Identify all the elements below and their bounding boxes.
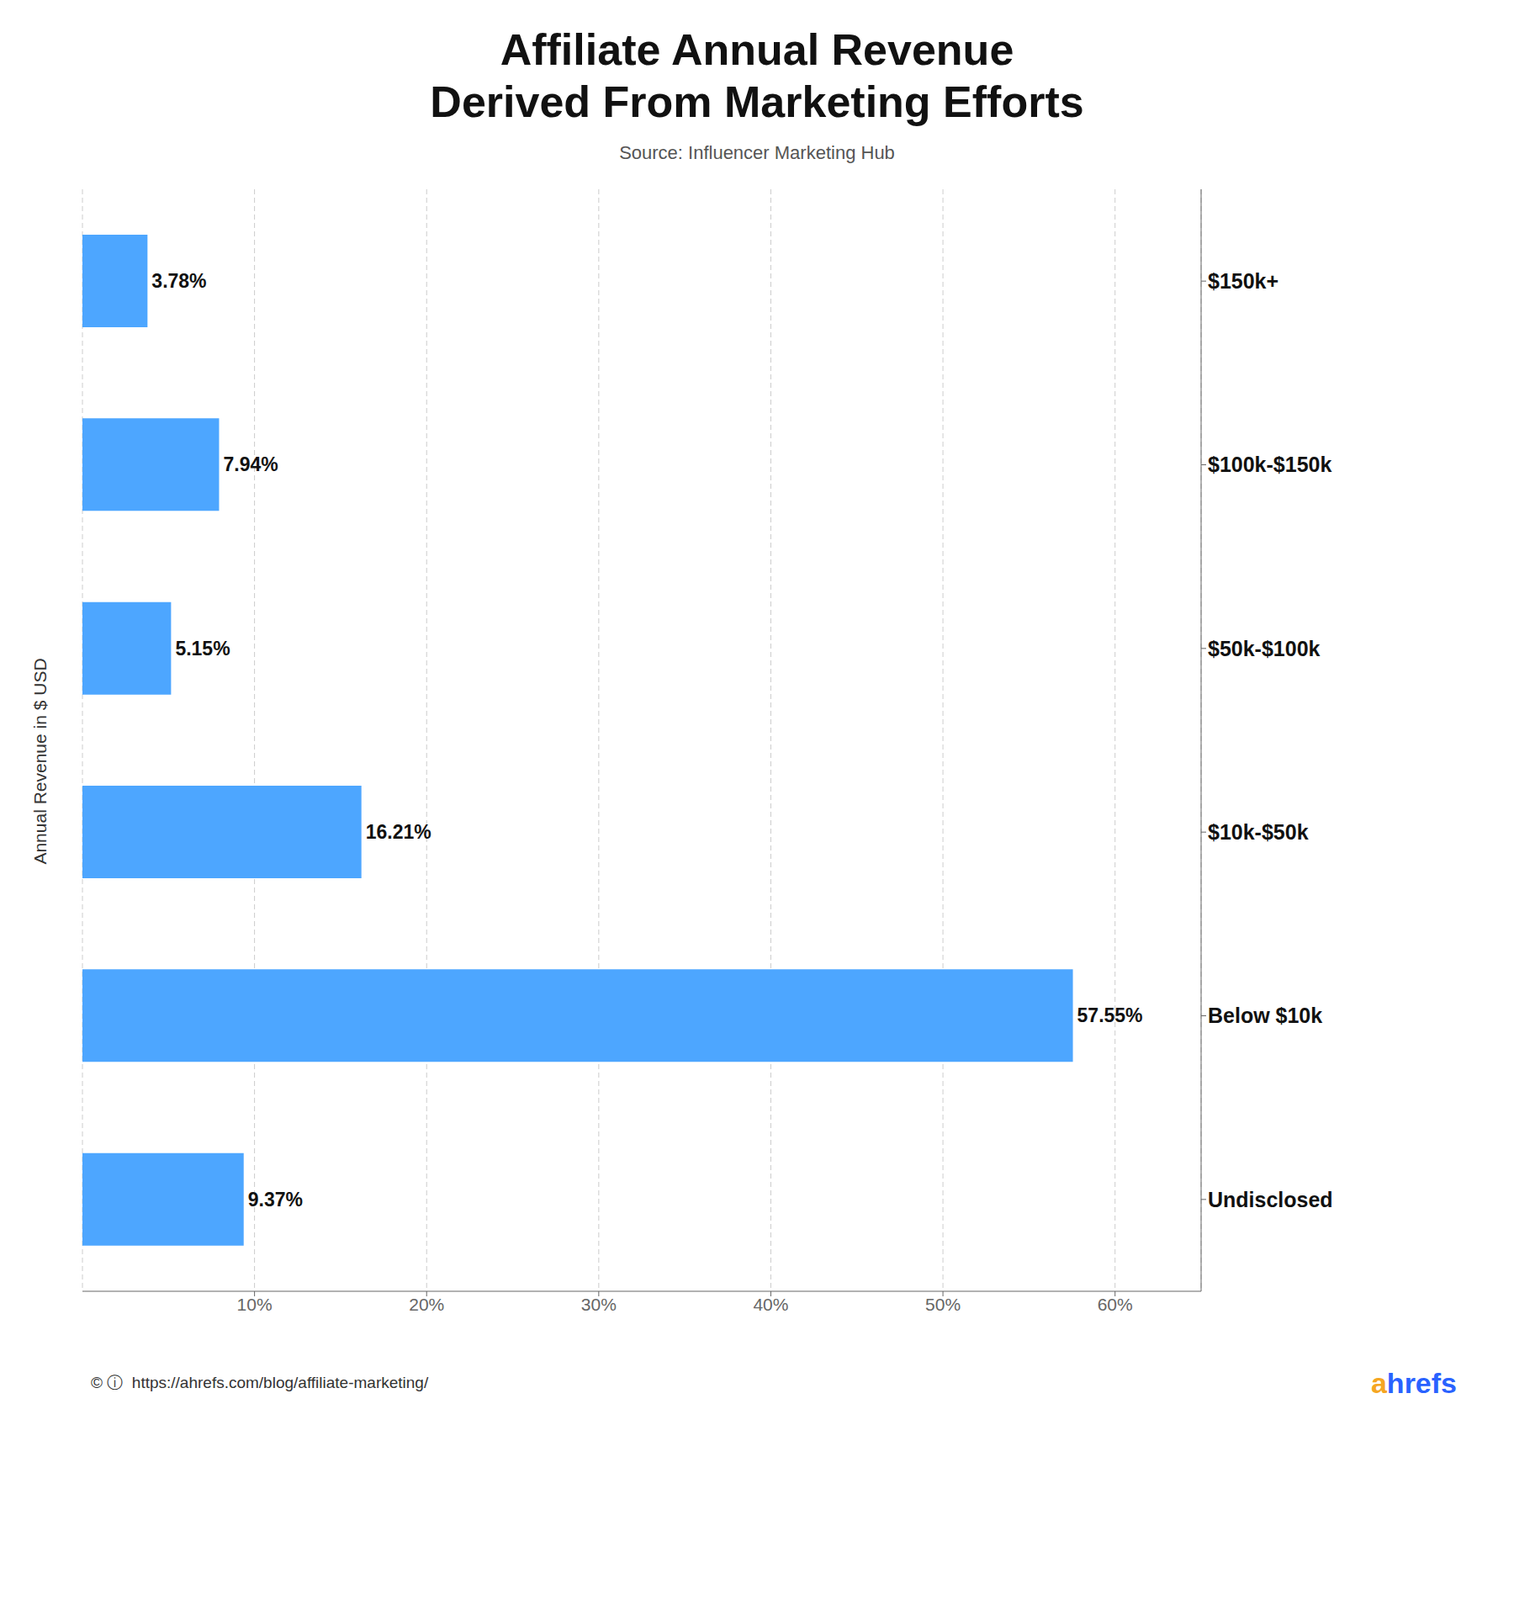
svg-text:$50k-$100k: $50k-$100k [1207,635,1321,660]
html-text:Source: Influencer Marketing H: Source: Influencer Marketing Hub [619,141,895,164]
html-text:Annual Revenue in $ USD: Annual Revenue in $ USD [30,657,50,865]
svg-text:16.21%: 16.21% [365,820,432,843]
html-text:© ⓘ https://ahrefs.com/blog/af: © ⓘ https://ahrefs.com/blog/affiliate-ma… [90,1373,429,1392]
svg-text:60%: 60% [1097,1294,1133,1314]
svg-text:57.55%: 57.55% [1077,1004,1144,1027]
svg-text:$150k+: $150k+ [1207,269,1279,293]
svg-text:40%: 40% [752,1294,789,1314]
html-text:Affiliate Annual Revenue Deriv: Affiliate Annual Revenue Derived From Ma… [430,25,1084,127]
svg-text:$10k-$50k: $10k-$50k [1207,820,1309,844]
svg-text:50%: 50% [925,1294,961,1314]
svg-text:7.94%: 7.94% [222,453,278,476]
svg-text:Undisclosed: Undisclosed [1207,1186,1334,1211]
svg-text:5.15%: 5.15% [174,637,230,660]
svg-text:3.78%: 3.78% [151,269,207,292]
svg-text:10%: 10% [237,1294,273,1314]
svg-text:30%: 30% [581,1294,617,1314]
svg-text:Below $10k: Below $10k [1207,1003,1323,1027]
svg-text:9.37%: 9.37% [248,1188,303,1211]
svg-text:20%: 20% [408,1294,445,1314]
svg-text:$100k-$150k: $100k-$150k [1207,452,1332,477]
html-text:a hrefs: a hrefs [1370,1366,1457,1399]
